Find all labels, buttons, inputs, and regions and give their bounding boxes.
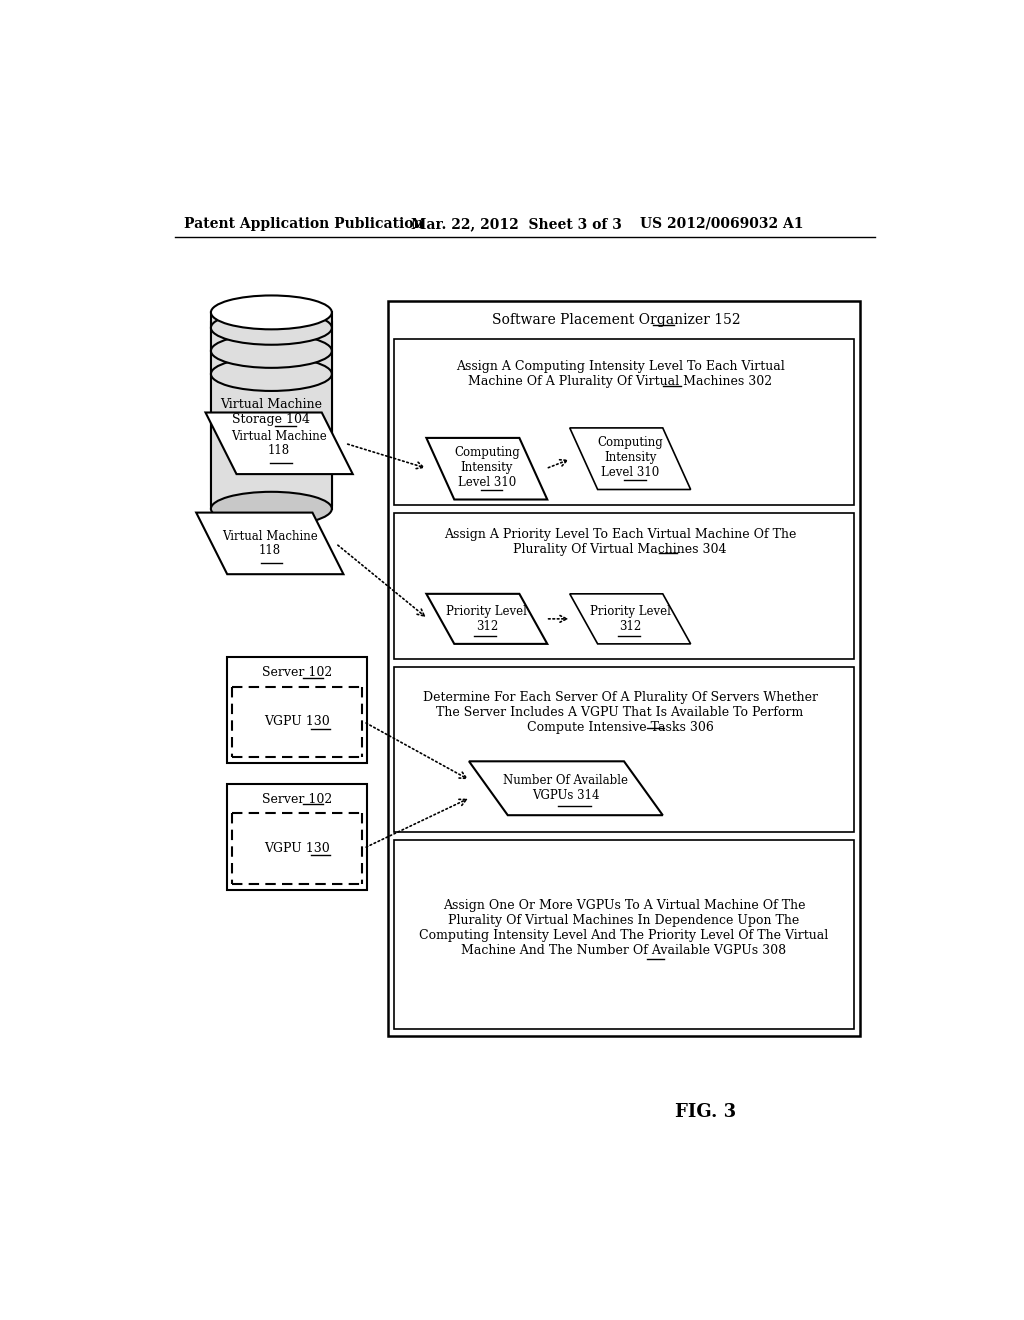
Polygon shape (469, 762, 663, 816)
Polygon shape (388, 301, 860, 1036)
Text: Assign A Computing Intensity Level To Each Virtual
Machine Of A Plurality Of Vir: Assign A Computing Intensity Level To Ea… (456, 360, 784, 388)
Polygon shape (569, 428, 690, 490)
Ellipse shape (211, 312, 332, 345)
Text: Assign One Or More VGPUs To A Virtual Machine Of The
Plurality Of Virtual Machin: Assign One Or More VGPUs To A Virtual Ma… (420, 899, 828, 957)
Polygon shape (394, 840, 854, 1028)
Polygon shape (394, 512, 854, 659)
Text: Computing
Intensity
Level 310: Computing Intensity Level 310 (597, 436, 664, 479)
Text: Server 102: Server 102 (262, 667, 332, 680)
Text: Mar. 22, 2012  Sheet 3 of 3: Mar. 22, 2012 Sheet 3 of 3 (411, 216, 622, 231)
Text: US 2012/0069032 A1: US 2012/0069032 A1 (640, 216, 803, 231)
Text: Virtual Machine: Virtual Machine (222, 529, 317, 543)
Polygon shape (211, 313, 332, 508)
Ellipse shape (211, 492, 332, 525)
Text: VGPU 130: VGPU 130 (264, 842, 330, 855)
Text: Priority Level
312: Priority Level 312 (590, 605, 671, 632)
Text: 118: 118 (259, 544, 281, 557)
Polygon shape (227, 657, 367, 763)
Polygon shape (394, 667, 854, 832)
Text: Server 102: Server 102 (262, 792, 332, 805)
Ellipse shape (211, 296, 332, 330)
Polygon shape (206, 412, 352, 474)
Polygon shape (211, 322, 332, 506)
Ellipse shape (211, 334, 332, 368)
Text: FIG. 3: FIG. 3 (675, 1102, 736, 1121)
Text: Virtual Machine
Storage 104: Virtual Machine Storage 104 (220, 399, 323, 426)
Ellipse shape (211, 356, 332, 391)
Text: Software Placement Organizer 152: Software Placement Organizer 152 (492, 313, 740, 327)
Polygon shape (227, 784, 367, 890)
Text: Assign A Priority Level To Each Virtual Machine Of The
Plurality Of Virtual Mach: Assign A Priority Level To Each Virtual … (444, 528, 797, 556)
Text: Computing
Intensity
Level 310: Computing Intensity Level 310 (454, 446, 520, 488)
Text: Virtual Machine: Virtual Machine (231, 430, 327, 444)
Text: Patent Application Publication: Patent Application Publication (183, 216, 424, 231)
Text: Priority Level
312: Priority Level 312 (446, 605, 527, 632)
Polygon shape (394, 339, 854, 506)
Text: 118: 118 (268, 444, 290, 457)
Text: Determine For Each Server Of A Plurality Of Servers Whether
The Server Includes : Determine For Each Server Of A Plurality… (423, 692, 817, 734)
Polygon shape (426, 438, 547, 499)
Polygon shape (197, 512, 343, 574)
Polygon shape (426, 594, 547, 644)
Text: VGPU 130: VGPU 130 (264, 715, 330, 729)
Polygon shape (569, 594, 690, 644)
Text: Number Of Available
VGPUs 314: Number Of Available VGPUs 314 (504, 775, 629, 803)
